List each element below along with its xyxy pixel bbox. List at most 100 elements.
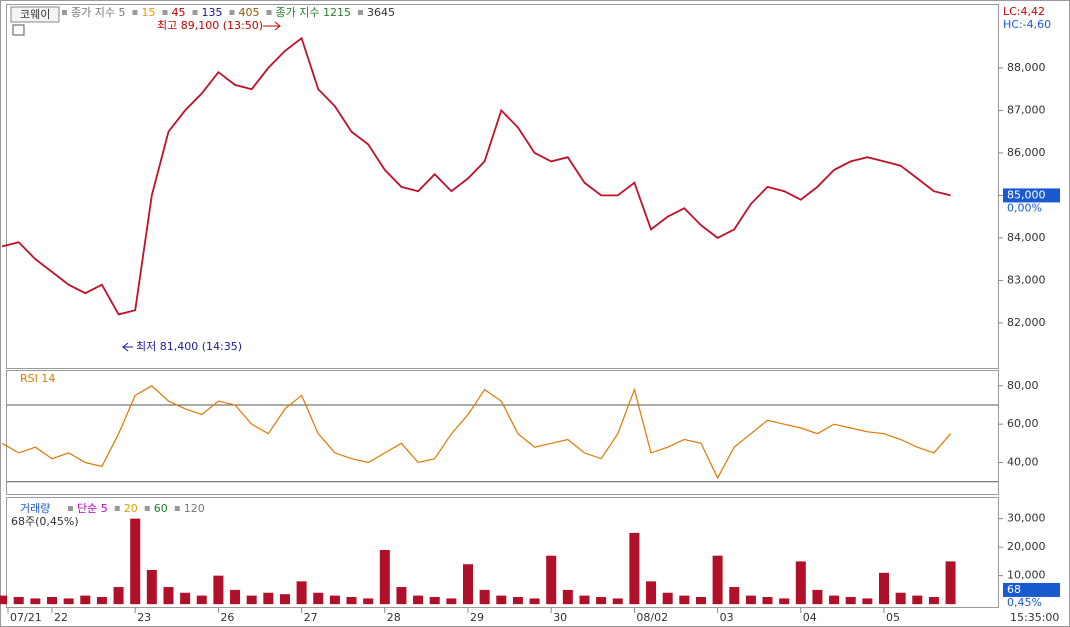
legend-swatch xyxy=(192,10,198,15)
legend-swatch xyxy=(144,506,150,511)
current-volume-change: 0,45% xyxy=(1007,596,1042,609)
volume-bar xyxy=(296,581,307,605)
current-volume-badge xyxy=(1003,582,1060,597)
volume-bar xyxy=(0,595,8,605)
legend-item: 20 xyxy=(124,502,138,515)
y-tick-label: 80,00 xyxy=(1007,379,1039,392)
rsi-panel xyxy=(6,370,999,495)
volume-bar xyxy=(113,587,124,605)
volume-bar xyxy=(63,598,74,605)
volume-title: 거래량 xyxy=(20,502,50,515)
volume-bar xyxy=(313,592,324,605)
annotation-high: 최고 89,100 (13:50) xyxy=(157,19,263,32)
legend-item: 135 xyxy=(201,6,222,19)
volume-bar xyxy=(679,595,690,605)
volume-bar xyxy=(829,595,840,605)
volume-bar xyxy=(80,595,91,605)
lc-label: LC:4,42 xyxy=(1003,5,1045,18)
volume-bar xyxy=(379,549,390,605)
volume-bar xyxy=(812,589,823,605)
volume-bar xyxy=(612,598,623,605)
legend-item: 405 xyxy=(238,6,259,19)
volume-bar xyxy=(413,595,424,605)
volume-bar xyxy=(463,564,473,605)
volume-bar xyxy=(579,595,590,605)
volume-bar xyxy=(246,595,257,605)
y-tick-label: 83,000 xyxy=(1007,273,1046,286)
volume-bar xyxy=(363,598,374,605)
volume-bar xyxy=(263,592,274,605)
volume-bar xyxy=(213,575,224,605)
volume-bar xyxy=(779,598,790,605)
volume-bar xyxy=(662,592,673,605)
legend-swatch xyxy=(132,10,138,15)
stock-name: 코웨이 xyxy=(20,8,50,21)
legend-swatch xyxy=(229,10,235,15)
current-price-label: 85,000 xyxy=(1007,188,1046,201)
grid-icon[interactable] xyxy=(12,24,25,36)
legend-swatch xyxy=(62,10,67,15)
y-tick-label: 20,000 xyxy=(1007,540,1046,553)
y-tick-label: 40,00 xyxy=(1007,456,1039,469)
legend-item: 3645 xyxy=(367,6,395,19)
stock-name-box[interactable] xyxy=(10,6,60,23)
x-tick-label: 30 xyxy=(553,611,567,624)
y-tick-label: 84,000 xyxy=(1007,231,1046,244)
legend-swatch xyxy=(114,506,120,511)
volume-bar xyxy=(496,595,507,605)
y-tick-label: 30,000 xyxy=(1007,512,1046,525)
y-tick-label: 88,000 xyxy=(1007,61,1046,74)
series-line xyxy=(1,385,952,480)
volume-bar xyxy=(346,597,357,605)
legend-item: 45 xyxy=(171,6,185,19)
x-tick-label: 05 xyxy=(886,611,900,624)
volume-bar xyxy=(762,597,773,605)
x-tick-label: 08/02 xyxy=(636,611,668,624)
rsi-title: RSI 14 xyxy=(20,372,55,385)
volume-subtitle: 68주(0,45%) xyxy=(11,515,79,528)
legend-item: 60 xyxy=(154,502,168,515)
volume-bar xyxy=(130,518,141,605)
x-tick-label: 22 xyxy=(54,611,68,624)
volume-bar xyxy=(429,597,440,605)
series-line xyxy=(1,36,951,316)
volume-bar xyxy=(795,561,806,605)
legend-swatch xyxy=(174,506,180,511)
annotation-low: 최저 81,400 (14:35) xyxy=(136,340,242,353)
volume-bar xyxy=(745,595,756,605)
volume-bar xyxy=(695,597,706,605)
volume-bar xyxy=(562,589,573,605)
volume-bar xyxy=(945,561,956,605)
volume-bar xyxy=(895,592,906,605)
volume-bar xyxy=(96,597,107,605)
volume-bar xyxy=(47,597,57,605)
x-tick-label: 03 xyxy=(720,611,734,624)
volume-bar xyxy=(279,594,290,605)
y-tick-label: 60,00 xyxy=(1007,417,1039,430)
volume-bar xyxy=(646,581,657,605)
volume-bar xyxy=(629,532,640,605)
legend-item: 종가 지수 1215 xyxy=(275,6,350,19)
hc-label: HC:-4,60 xyxy=(1003,18,1051,31)
volume-bar xyxy=(230,589,241,605)
volume-bar xyxy=(446,598,457,605)
x-tick-label: 07/21 xyxy=(10,611,42,624)
volume-bar xyxy=(928,597,939,605)
x-end-label: 15:35:00 xyxy=(1010,611,1059,624)
volume-bar xyxy=(512,597,523,605)
volume-bar xyxy=(479,589,490,605)
legend-swatch xyxy=(266,10,272,15)
legend-swatch xyxy=(357,10,363,15)
volume-bar xyxy=(596,597,607,605)
legend-item: 120 xyxy=(184,502,205,515)
legend-swatch xyxy=(162,10,168,15)
current-change: 0,00% xyxy=(1007,201,1042,214)
volume-bar xyxy=(329,595,340,605)
x-tick-label: 28 xyxy=(387,611,401,624)
x-tick-label: 29 xyxy=(470,611,484,624)
current-volume-label: 68 xyxy=(1007,583,1021,596)
volume-bar xyxy=(396,587,407,605)
legend-swatch xyxy=(68,506,73,511)
x-tick-label: 27 xyxy=(304,611,318,624)
